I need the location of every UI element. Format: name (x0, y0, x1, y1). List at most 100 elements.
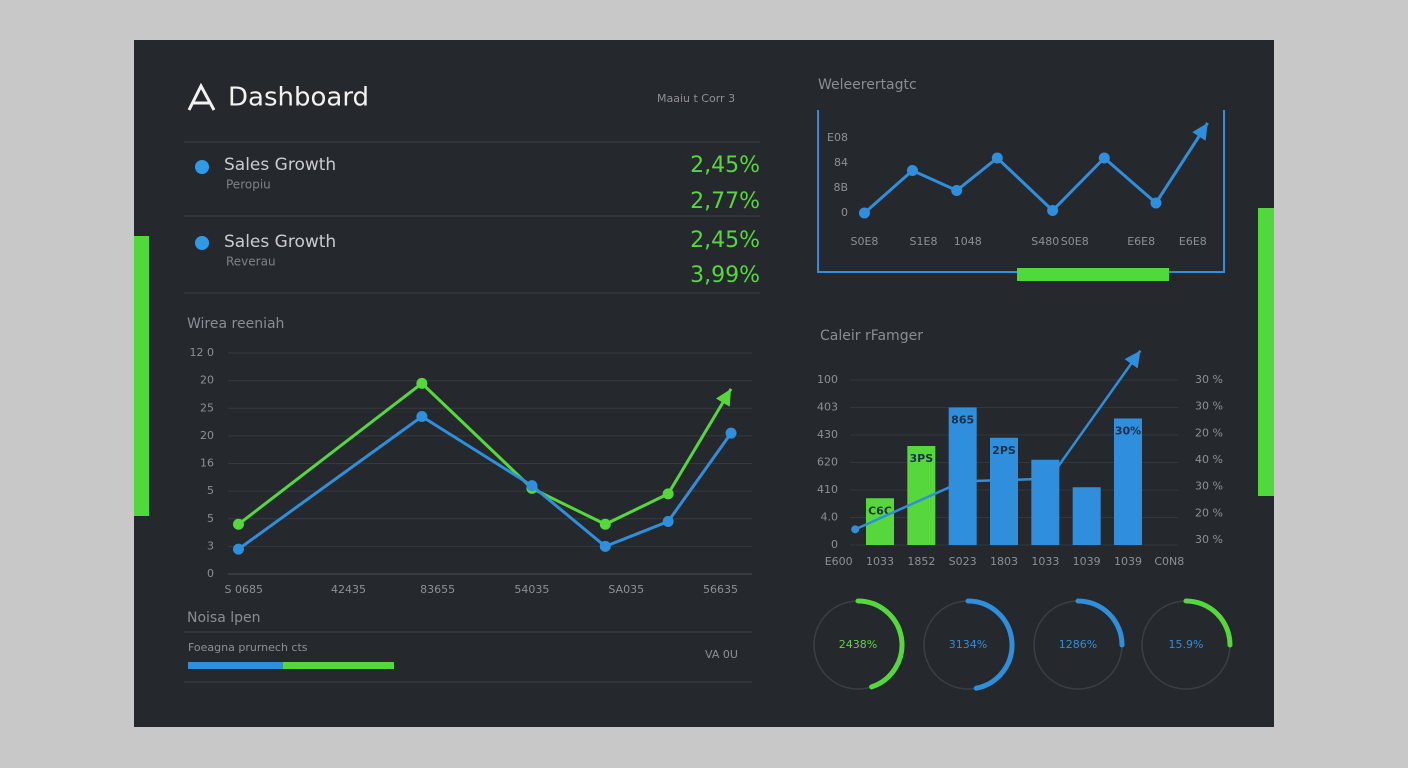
y-tick-label: 8B (833, 181, 848, 194)
x-tick-label: 83655 (420, 583, 455, 596)
note: VA 0U (705, 648, 738, 661)
line (863, 122, 1209, 215)
point (232, 518, 244, 530)
gauge-arc (1183, 598, 1233, 648)
y-tick-label: 620 (817, 456, 838, 469)
header-title: Dashboard (228, 83, 369, 113)
y2-tick-label: 30 % (1195, 480, 1223, 493)
x-tick-label: 1039 (1073, 555, 1101, 568)
kpi-sub: Peropiu (226, 178, 271, 192)
x-tick-label: E6E8 (1127, 235, 1155, 248)
bar (990, 437, 1018, 545)
point (662, 488, 674, 500)
y-tick-label: 430 (817, 428, 838, 441)
x-tick-label: 1033 (866, 555, 894, 568)
gauge-arc (1075, 598, 1125, 648)
y-tick-label: 16 (200, 457, 214, 470)
section-title: Noisa lpen (187, 610, 261, 626)
accent-bar (1258, 208, 1274, 496)
panel (134, 40, 1274, 727)
y-tick-label: 4.0 (821, 511, 839, 524)
kpi-value: 3,99% (690, 263, 760, 288)
point (1047, 205, 1059, 216)
x-tick-label: E6E8 (1179, 235, 1207, 248)
gauge-label: 1286% (1059, 638, 1097, 651)
progress-segment (188, 662, 283, 669)
point (526, 480, 538, 492)
arrow-head (715, 388, 732, 407)
x-tick-label: S 0685 (224, 583, 262, 596)
point (991, 152, 1003, 164)
kpi-sub: Reverau (226, 255, 276, 269)
x-tick-label: S1E8 (910, 235, 938, 248)
kpi-label: Sales Growth (224, 155, 336, 175)
kpi-dot (195, 236, 209, 250)
y-tick-label: 20 (200, 429, 214, 442)
point (662, 516, 674, 528)
x-tick-label: 1033 (1031, 555, 1059, 568)
x-tick-label: 54035 (514, 583, 549, 596)
point (599, 518, 611, 530)
header-subtitle: Maaiu t Corr 3 (657, 92, 735, 105)
y-tick-label: 5 (207, 484, 214, 497)
y-tick-label: 25 (200, 401, 214, 414)
chart-title: Wirea reeniah (187, 316, 284, 332)
kpi-label: Sales Growth (224, 232, 336, 252)
y2-tick-label: 30 % (1195, 400, 1223, 413)
bar (1114, 418, 1142, 545)
point (858, 207, 870, 219)
line (237, 381, 733, 526)
point (906, 165, 918, 176)
y-tick-label: 100 (817, 373, 838, 386)
x-tick-label: 1803 (990, 555, 1018, 568)
x-tick-label: 1852 (907, 555, 935, 568)
y-tick-label: 20 (200, 374, 214, 387)
kpi-value: 2,45% (690, 228, 760, 253)
y-tick-label: 410 (817, 483, 838, 496)
point (1150, 197, 1162, 209)
y-tick-label: 0 (207, 567, 214, 580)
gauge-arc (965, 598, 1015, 691)
x-tick-label: S0E8 (1061, 235, 1089, 248)
y-tick-label: E08 (827, 131, 848, 144)
point (951, 185, 963, 196)
x-tick-label: 42435 (331, 583, 366, 596)
x-tick-label: C0N8 (1154, 555, 1184, 568)
value-label: 865 (951, 414, 974, 427)
x-tick-label: 56635 (703, 583, 738, 596)
gauge-label: 3134% (949, 638, 987, 651)
y2-tick-label: 20 % (1195, 426, 1223, 439)
value-label: 2PS (992, 444, 1016, 457)
highlight-bar (1017, 268, 1169, 281)
x-tick-label: 1048 (954, 235, 982, 248)
gauge-arc (855, 598, 905, 690)
y-tick-label: 5 (207, 512, 214, 525)
bar (948, 407, 977, 545)
kpi-dot (195, 160, 209, 174)
x-tick-label: E600 (825, 555, 853, 568)
x-tick-label: S0E8 (850, 235, 878, 248)
x-tick-label: SA035 (608, 583, 644, 596)
value-label: C6C (868, 504, 892, 517)
kpi-value: 2,45% (690, 153, 760, 178)
chart-title: Caleir rFamger (820, 328, 923, 344)
y-tick-label: 0 (841, 206, 848, 219)
x-tick-label: 1039 (1114, 555, 1142, 568)
point (958, 477, 967, 486)
arrow-head (1124, 350, 1141, 369)
x-tick-label: S480 (1031, 235, 1059, 248)
line (237, 414, 733, 551)
y-tick-label: 0 (831, 538, 838, 551)
chart-title: Weleerertagtc (818, 77, 917, 93)
point (851, 525, 860, 534)
x-tick-label: S023 (949, 555, 977, 568)
y-tick-label: 12 0 (190, 346, 215, 359)
progress-segment (282, 662, 394, 669)
kpi-value: 2,77% (690, 189, 760, 214)
point (1045, 474, 1054, 483)
y-tick-label: 84 (834, 156, 848, 169)
gauge-label: 2438% (839, 638, 877, 651)
y-tick-label: 403 (817, 401, 838, 414)
arrow-head (1192, 123, 1208, 141)
